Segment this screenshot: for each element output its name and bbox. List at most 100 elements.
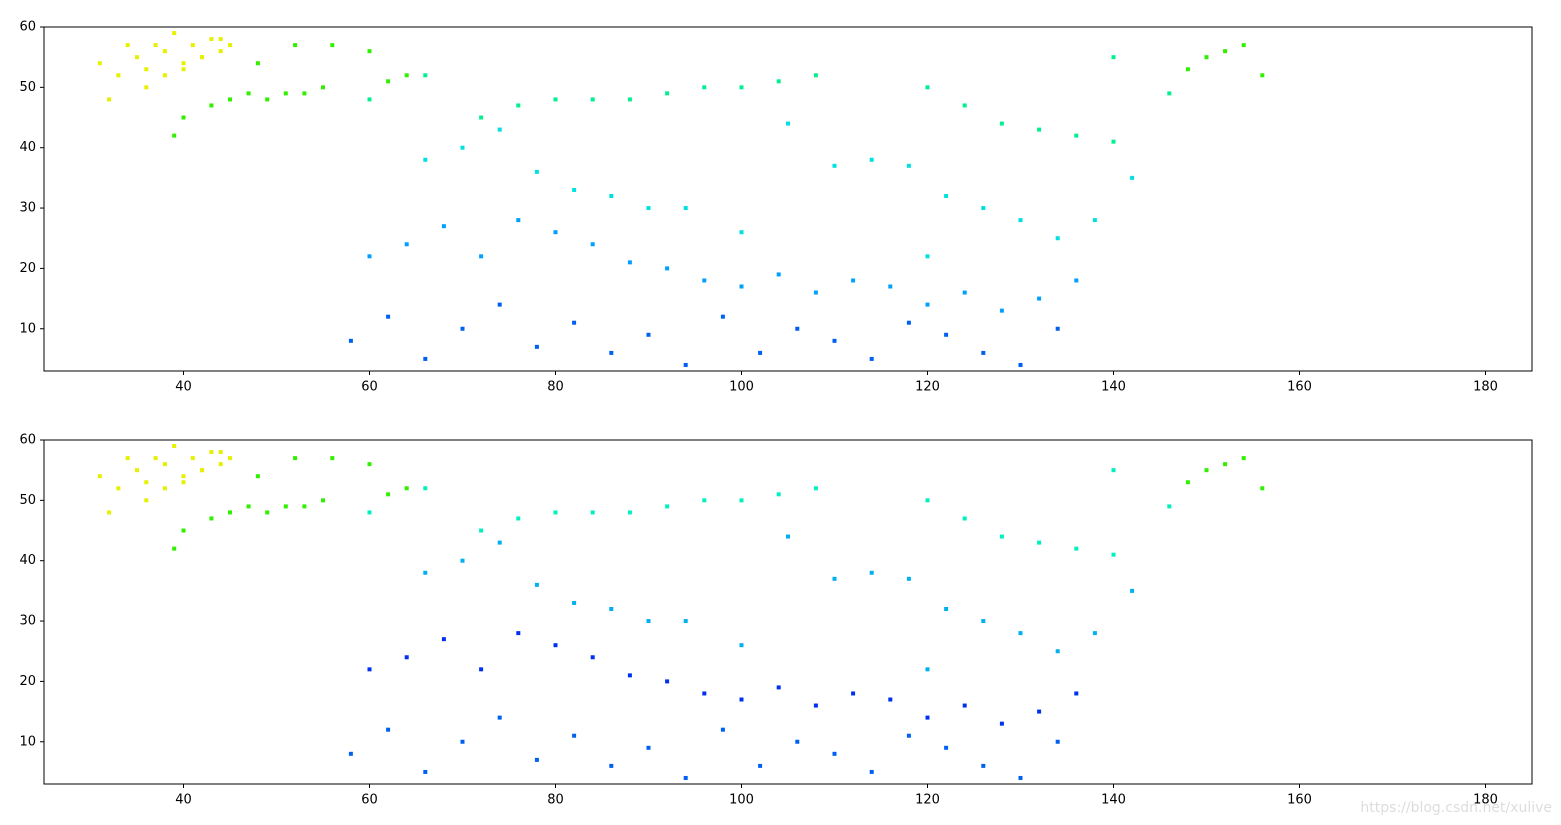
point bbox=[888, 284, 893, 289]
point bbox=[999, 534, 1004, 539]
point bbox=[609, 193, 614, 198]
point bbox=[1018, 362, 1023, 367]
point bbox=[218, 37, 223, 42]
point bbox=[1185, 480, 1190, 485]
point bbox=[1185, 67, 1190, 72]
point bbox=[1260, 73, 1265, 78]
point bbox=[1018, 218, 1023, 223]
point bbox=[218, 450, 223, 455]
point bbox=[265, 97, 270, 102]
point bbox=[944, 745, 949, 750]
point bbox=[423, 356, 428, 361]
point bbox=[739, 498, 744, 503]
x-tick-label: 40 bbox=[175, 380, 192, 395]
point bbox=[739, 230, 744, 235]
point bbox=[906, 733, 911, 738]
point bbox=[981, 350, 986, 355]
point bbox=[181, 474, 186, 479]
point bbox=[404, 486, 409, 491]
point bbox=[981, 206, 986, 211]
point bbox=[813, 703, 818, 708]
point bbox=[153, 43, 158, 48]
point bbox=[190, 456, 195, 461]
point bbox=[404, 73, 409, 78]
point bbox=[1092, 218, 1097, 223]
point bbox=[925, 302, 930, 307]
x-tick-label: 120 bbox=[915, 380, 940, 395]
axes-frame bbox=[43, 439, 1533, 785]
point bbox=[627, 673, 632, 678]
point bbox=[172, 444, 177, 449]
point bbox=[758, 763, 763, 768]
point bbox=[97, 474, 102, 479]
point bbox=[144, 85, 149, 90]
point bbox=[209, 450, 214, 455]
point bbox=[1055, 236, 1060, 241]
point bbox=[172, 31, 177, 36]
point bbox=[348, 751, 353, 756]
point bbox=[386, 314, 391, 319]
point bbox=[516, 516, 521, 521]
point bbox=[1241, 43, 1246, 48]
point bbox=[293, 43, 298, 48]
point bbox=[1074, 691, 1079, 696]
point bbox=[218, 462, 223, 467]
point bbox=[665, 266, 670, 271]
point bbox=[423, 73, 428, 78]
point bbox=[1111, 55, 1116, 60]
point bbox=[832, 338, 837, 343]
point bbox=[1055, 649, 1060, 654]
point bbox=[665, 91, 670, 96]
point bbox=[851, 278, 856, 283]
point bbox=[981, 763, 986, 768]
point bbox=[1037, 296, 1042, 301]
point bbox=[228, 43, 232, 48]
point bbox=[1167, 504, 1172, 509]
point bbox=[460, 145, 465, 150]
point bbox=[135, 468, 139, 473]
point bbox=[702, 691, 707, 696]
point bbox=[116, 73, 121, 78]
point bbox=[200, 55, 205, 60]
point bbox=[367, 97, 372, 102]
point bbox=[786, 534, 790, 539]
point bbox=[683, 206, 688, 211]
point bbox=[1204, 55, 1209, 60]
point bbox=[925, 667, 930, 672]
x-tick-label: 80 bbox=[547, 380, 564, 395]
point bbox=[683, 775, 688, 780]
point bbox=[423, 570, 428, 575]
point bbox=[497, 715, 502, 720]
point bbox=[441, 224, 446, 229]
point bbox=[404, 655, 409, 660]
point bbox=[944, 332, 949, 337]
point bbox=[851, 691, 856, 696]
point bbox=[321, 85, 325, 90]
point bbox=[1074, 546, 1079, 551]
point bbox=[925, 85, 930, 90]
point bbox=[460, 739, 465, 744]
point bbox=[1055, 739, 1060, 744]
point bbox=[925, 498, 930, 503]
point bbox=[190, 43, 195, 48]
point bbox=[497, 127, 502, 132]
point bbox=[572, 733, 577, 738]
point bbox=[646, 206, 651, 211]
point bbox=[330, 456, 335, 461]
point bbox=[553, 97, 558, 102]
point bbox=[1241, 456, 1246, 461]
point bbox=[609, 350, 614, 355]
point bbox=[516, 218, 521, 223]
point bbox=[906, 163, 911, 168]
point bbox=[590, 97, 595, 102]
point bbox=[479, 254, 484, 259]
point bbox=[107, 97, 112, 102]
point bbox=[144, 67, 149, 72]
x-tick-label: 180 bbox=[1473, 380, 1498, 395]
point bbox=[460, 558, 465, 563]
point bbox=[479, 667, 484, 672]
point bbox=[944, 606, 949, 611]
point bbox=[1167, 91, 1172, 96]
point bbox=[516, 103, 521, 108]
